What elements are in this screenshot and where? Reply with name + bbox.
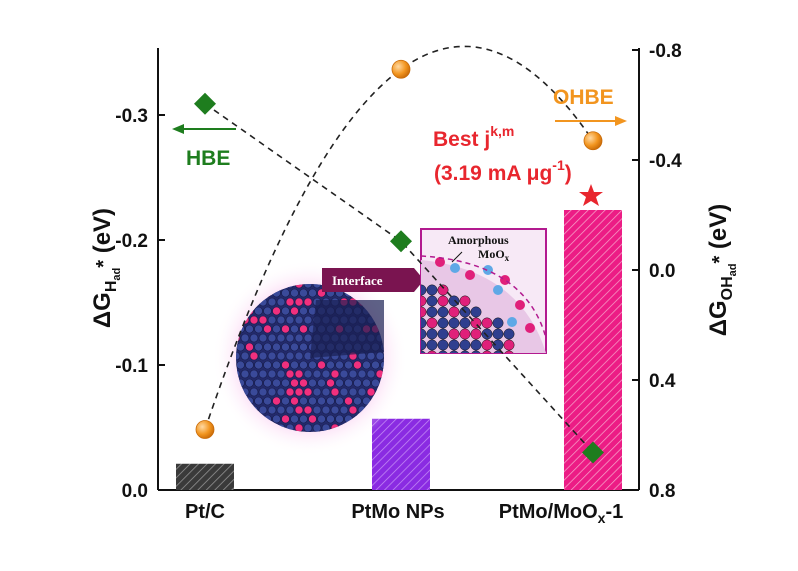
left-axis-ticks: 0.0 -0.1 -0.2 -0.3	[115, 106, 165, 502]
ohbe-point	[583, 131, 603, 151]
ohbe-annotation: OHBE	[553, 86, 627, 126]
left-axis-title: ΔGHad* (eV)	[89, 208, 123, 328]
left-tick-label: -0.2	[115, 231, 148, 252]
category-labels: Pt/C PtMo NPs PtMo/MoOx-1	[185, 501, 623, 526]
category-label: PtMo NPs	[351, 501, 444, 523]
bar	[176, 463, 234, 490]
ohbe-label: OHBE	[553, 86, 614, 109]
interface-label: Interface	[332, 273, 383, 288]
ohbe-point	[195, 420, 215, 439]
right-tick-label: 0.4	[649, 371, 676, 392]
right-tick-label: -0.4	[649, 151, 682, 172]
left-tick-label: -0.1	[115, 356, 148, 377]
ohbe-point	[391, 59, 411, 79]
hbe-series-line	[204, 103, 594, 454]
interface-callout: Interface	[322, 268, 424, 292]
best-value: (3.19 mA μg-1)	[434, 157, 572, 185]
hbe-point	[582, 441, 604, 464]
right-axis-title: ΔGOHad* (eV)	[705, 204, 739, 337]
inset-moox-label: MoOx	[478, 247, 510, 263]
best-star-icon	[579, 184, 603, 206]
interface-inset: Amorphous MoOx	[420, 228, 547, 354]
left-tick-label: -0.3	[115, 106, 148, 127]
best-activity-annotation: Best jk,m (3.19 mA μg-1)	[433, 123, 603, 206]
right-tick-label: 0.8	[649, 481, 675, 502]
right-axis-ticks: 0.8 0.4 0.0 -0.4 -0.8	[632, 41, 682, 502]
hbe-label: HBE	[186, 147, 230, 170]
category-label: Pt/C	[185, 501, 225, 523]
inset-amorphous-label: Amorphous	[448, 233, 509, 247]
hbe-point	[194, 92, 216, 115]
best-label: Best jk,m	[433, 123, 514, 151]
left-tick-label: 0.0	[122, 481, 148, 502]
right-tick-label: -0.8	[649, 41, 682, 62]
hbe-annotation: HBE	[172, 124, 236, 170]
svg-text:ΔGOHad* (eV): ΔGOHad* (eV)	[705, 204, 739, 337]
hbe-point	[390, 230, 412, 253]
series-markers	[194, 59, 604, 464]
nanoparticle-illustration	[212, 260, 408, 456]
right-tick-label: 0.0	[649, 261, 675, 282]
category-label: PtMo/MoOx-1	[499, 501, 623, 526]
svg-text:ΔGHad* (eV): ΔGHad* (eV)	[89, 208, 123, 328]
bar	[372, 418, 430, 490]
